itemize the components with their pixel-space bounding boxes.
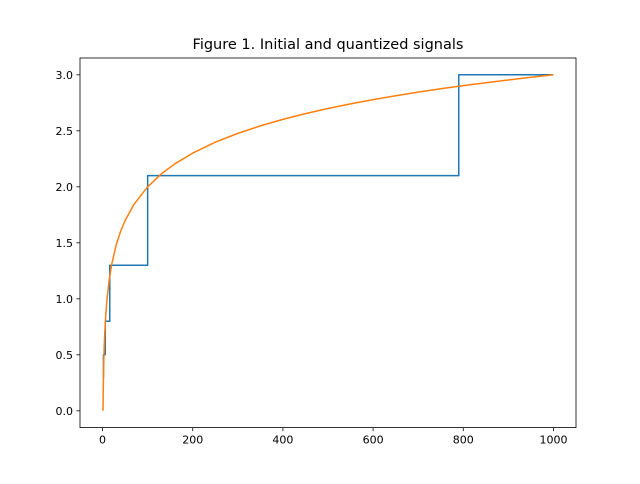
- series-line-initial: [102, 74, 554, 411]
- y-tick-label: 1.0: [56, 293, 74, 306]
- chart-title: Figure 1. Initial and quantized signals: [193, 37, 464, 53]
- x-tick-label: 200: [182, 434, 203, 447]
- y-tick-label: 1.5: [56, 237, 74, 250]
- y-tick-label: 0.0: [56, 405, 74, 418]
- y-tick-label: 2.5: [56, 125, 74, 138]
- y-tick-label: 0.5: [56, 349, 74, 362]
- plot-frame: [79, 57, 577, 429]
- series-layer: [102, 74, 554, 411]
- x-tick-label: 1000: [539, 434, 567, 447]
- x-tick-label: 600: [363, 434, 384, 447]
- y-tick-label: 3.0: [56, 69, 74, 82]
- axis-layer: 0 200 400 600 800 1000 0.0 0.5 1.0 1.5 2.0 2.5 3.0: [56, 69, 568, 447]
- x-tick-label: 0: [99, 434, 106, 447]
- x-tick-label: 400: [272, 434, 293, 447]
- y-tick-label: 2.0: [56, 181, 74, 194]
- series-line-quantized: [102, 74, 554, 378]
- x-tick-label: 800: [453, 434, 474, 447]
